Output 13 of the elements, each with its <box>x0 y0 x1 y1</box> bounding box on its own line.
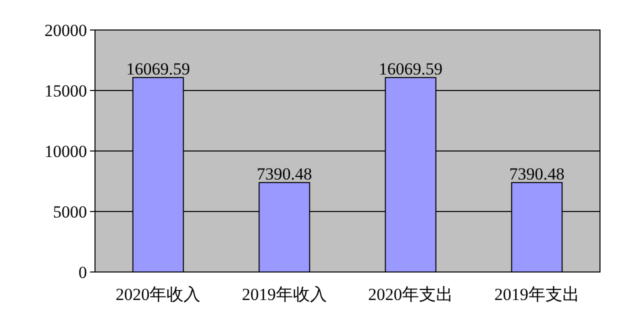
y-tick-label: 20000 <box>44 21 87 40</box>
y-tick-label: 0 <box>78 263 87 282</box>
data-label: 16069.59 <box>378 60 442 79</box>
data-label: 7390.48 <box>256 164 312 184</box>
x-tick-label: 2019年收入 <box>242 285 327 304</box>
y-tick-label: 10000 <box>44 142 87 161</box>
data-label: 16069.59 <box>126 60 190 79</box>
x-tick-label: 2019年支出 <box>494 285 580 304</box>
y-tick-label: 15000 <box>44 82 87 100</box>
y-tick-label: 5000 <box>53 202 87 222</box>
x-tick-label: 2020年支出 <box>368 285 454 304</box>
data-label: 7390.48 <box>509 164 564 184</box>
x-tick-label: 2020年收入 <box>116 285 201 304</box>
